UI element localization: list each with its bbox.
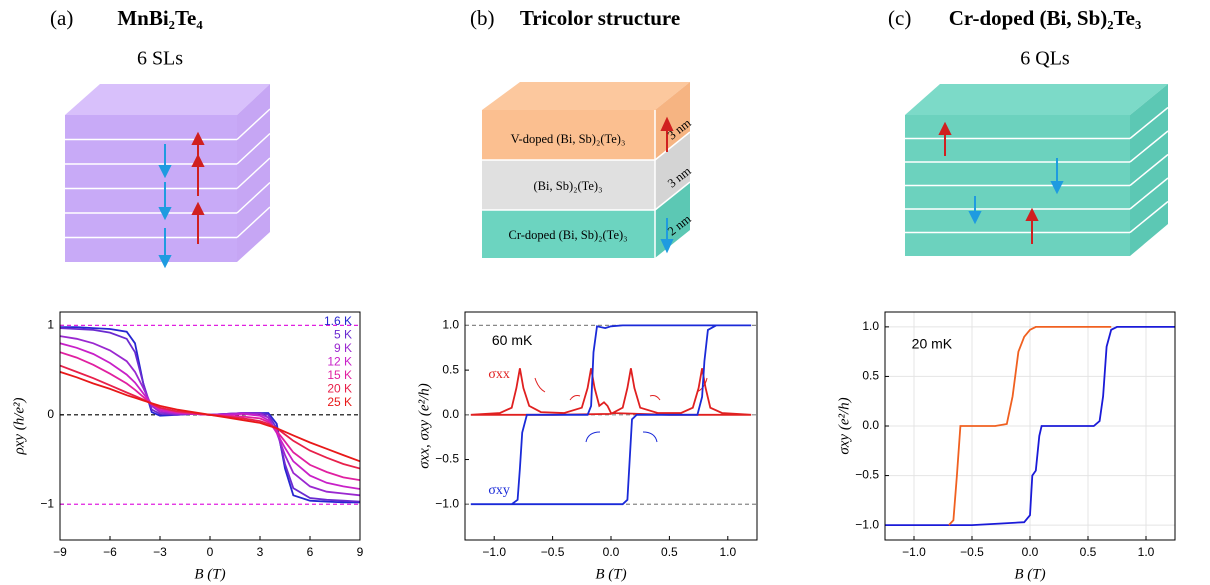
- panel-label: (b): [470, 6, 495, 30]
- x-tick-label: 3: [257, 545, 264, 559]
- x-axis-label: B (T): [1014, 566, 1045, 582]
- x-tick-label: −0.5: [541, 545, 565, 559]
- y-tick-label: −1.0: [855, 517, 879, 531]
- data-line: [60, 351, 360, 481]
- y-tick-label: −1: [40, 496, 54, 510]
- tricolor-stack: [482, 82, 691, 258]
- data-line: [948, 326, 1112, 526]
- y-tick-label: 0.0: [442, 407, 459, 421]
- x-tick-label: 1.0: [1138, 545, 1155, 559]
- y-tick-label: 1.0: [442, 318, 459, 332]
- y-axis-label: σxx, σxy (e²/h): [416, 383, 432, 469]
- layer-label: Cr-doped (Bi, Sb)₂(Te)₃: [508, 228, 627, 242]
- y-axis-label: ρxy (h/e²): [11, 397, 27, 455]
- legend-entry: 9 K: [334, 341, 352, 355]
- legend-entry: 1.6 K: [324, 314, 352, 328]
- legend-entry: 25 K: [327, 395, 352, 409]
- legend-entry: 15 K: [327, 368, 352, 382]
- x-tick-label: −1.0: [482, 545, 506, 559]
- y-tick-label: 0.0: [862, 418, 879, 432]
- x-tick-label: 0.5: [1080, 545, 1097, 559]
- x-tick-label: −6: [103, 545, 117, 559]
- cube: [65, 84, 271, 269]
- panel-subtitle: 6 QLs: [1020, 48, 1070, 70]
- x-tick-label: −1.0: [902, 545, 926, 559]
- x-tick-label: −0.5: [960, 545, 984, 559]
- x-tick-label: 0: [207, 545, 214, 559]
- plot-frame: [59, 311, 361, 541]
- data-line: [470, 368, 752, 416]
- panel-title: MnBi₂Te₄: [117, 6, 203, 30]
- data-line: [885, 326, 1175, 526]
- y-tick-label: 1.0: [862, 319, 879, 333]
- x-tick-label: 9: [357, 545, 364, 559]
- x-axis-label: B (T): [194, 566, 225, 582]
- y-axis-label: σxy (e²/h): [836, 397, 852, 454]
- x-axis-label: B (T): [595, 566, 626, 582]
- annotation: 60 mK: [492, 332, 533, 348]
- x-tick-label: 6: [307, 545, 314, 559]
- y-tick-label: 0.5: [862, 369, 879, 383]
- panel-label: (a): [50, 6, 73, 30]
- y-tick-label: 0: [47, 407, 54, 421]
- x-tick-label: −3: [153, 545, 167, 559]
- panel-title: Tricolor structure: [520, 6, 680, 30]
- panel-subtitle: 6 SLs: [137, 48, 183, 70]
- y-tick-label: −0.5: [435, 452, 459, 466]
- plot-frame: [464, 311, 758, 541]
- panel-title: Cr-doped (Bi, Sb)₂Te₃: [949, 6, 1142, 30]
- data-line: [60, 371, 360, 463]
- x-tick-label: 0.0: [1022, 545, 1039, 559]
- y-tick-label: 1: [47, 318, 54, 332]
- x-tick-label: 0.5: [661, 545, 678, 559]
- layer-label: (Bi, Sb)₂(Te)₃: [534, 179, 603, 193]
- annotation: 20 mK: [912, 335, 953, 351]
- data-line: [470, 324, 752, 506]
- x-tick-label: 1.0: [719, 545, 736, 559]
- plot-frame: [884, 311, 1176, 541]
- legend-entry: 5 K: [334, 328, 352, 342]
- y-tick-label: −1.0: [435, 496, 459, 510]
- data-line: [60, 364, 360, 470]
- layer-label: V-doped (Bi, Sb)₂(Te)₃: [511, 132, 626, 146]
- x-tick-label: −9: [53, 545, 67, 559]
- legend-entry: 12 K: [327, 355, 352, 369]
- series-label: σxy: [488, 483, 510, 498]
- y-tick-label: −0.5: [855, 468, 879, 482]
- sweep-arrows: [534, 377, 708, 443]
- legend-entry: 20 K: [327, 382, 352, 396]
- panel-label: (c): [888, 6, 911, 30]
- series-label: σxx: [488, 367, 510, 382]
- cube: [905, 84, 1169, 256]
- x-tick-label: 0.0: [603, 545, 620, 559]
- y-tick-label: 0.5: [442, 362, 459, 376]
